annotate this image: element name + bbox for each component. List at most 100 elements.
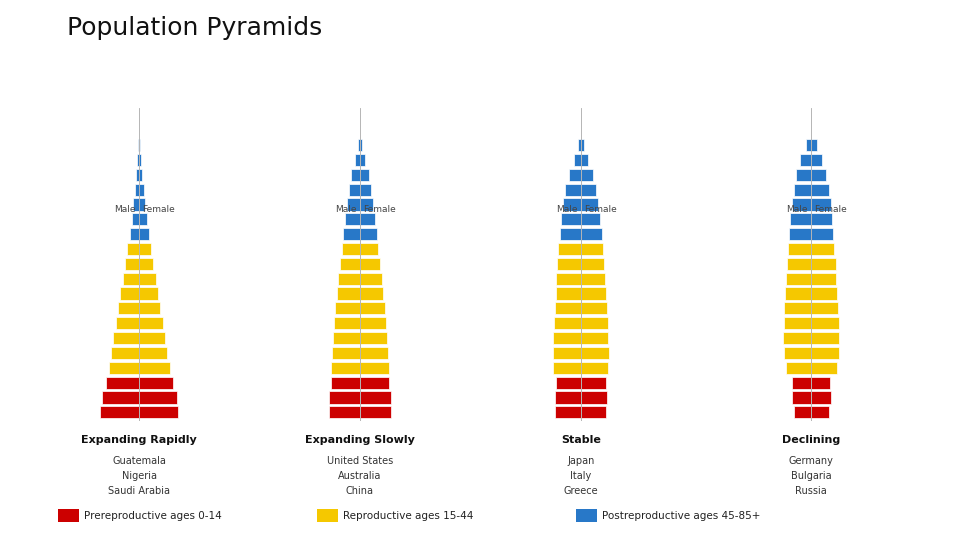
Bar	[553, 347, 581, 359]
Text: Female: Female	[363, 205, 396, 214]
Bar	[360, 198, 373, 211]
Bar	[345, 213, 360, 225]
Bar	[360, 347, 388, 359]
Bar	[785, 287, 811, 300]
Bar	[581, 302, 607, 314]
Bar	[811, 332, 839, 344]
Bar	[338, 273, 360, 285]
Text: Female: Female	[142, 205, 175, 214]
Bar	[564, 198, 581, 211]
Bar	[581, 154, 588, 166]
Bar	[349, 184, 360, 195]
Text: Postreproductive ages 45-85+: Postreproductive ages 45-85+	[602, 511, 760, 521]
Bar	[783, 347, 811, 359]
Bar	[139, 362, 170, 374]
Text: Declining: Declining	[782, 435, 840, 445]
Bar	[581, 213, 600, 225]
Bar	[811, 228, 833, 240]
Bar	[139, 392, 177, 403]
Bar	[581, 287, 606, 300]
Bar	[562, 213, 581, 225]
Bar	[123, 273, 139, 285]
Bar	[560, 228, 581, 240]
Bar	[787, 258, 811, 270]
Bar	[360, 213, 375, 225]
Bar	[360, 154, 366, 166]
Bar	[811, 258, 835, 270]
Bar	[811, 139, 817, 151]
Text: Expanding Slowly: Expanding Slowly	[305, 435, 415, 445]
Bar	[581, 139, 584, 151]
Bar	[328, 406, 360, 418]
Bar	[559, 243, 581, 255]
Bar	[115, 317, 139, 329]
Bar	[811, 376, 830, 389]
Bar	[555, 392, 581, 403]
Bar	[581, 168, 592, 181]
Bar	[811, 184, 828, 195]
Bar	[139, 273, 156, 285]
Text: Expanding Rapidly: Expanding Rapidly	[82, 435, 197, 445]
Bar	[581, 347, 609, 359]
Bar	[360, 406, 392, 418]
Bar	[139, 213, 147, 225]
Bar	[581, 362, 609, 374]
Bar	[335, 302, 360, 314]
Bar	[801, 154, 811, 166]
Bar	[102, 392, 139, 403]
Bar	[360, 258, 380, 270]
Bar	[811, 154, 822, 166]
Text: Germany
Bulgaria
Russia: Germany Bulgaria Russia	[789, 456, 833, 496]
Bar	[811, 347, 839, 359]
Bar	[784, 302, 811, 314]
Bar	[792, 198, 811, 211]
Bar	[139, 243, 151, 255]
Bar	[130, 228, 139, 240]
Bar	[581, 376, 606, 389]
Bar	[783, 317, 811, 329]
Bar	[792, 376, 811, 389]
Bar	[805, 139, 811, 151]
Bar	[337, 287, 360, 300]
Bar	[581, 406, 607, 418]
Bar	[134, 184, 139, 195]
Bar	[581, 332, 609, 344]
Bar	[789, 228, 811, 240]
Bar	[332, 332, 360, 344]
Bar	[128, 243, 139, 255]
Bar	[796, 168, 811, 181]
Bar	[794, 184, 811, 195]
Bar	[139, 406, 179, 418]
Bar	[139, 287, 158, 300]
Bar	[331, 362, 360, 374]
Bar	[347, 198, 360, 211]
Bar	[139, 168, 142, 181]
Bar	[811, 243, 834, 255]
Bar	[554, 317, 581, 329]
Bar	[811, 406, 828, 418]
Bar	[360, 273, 382, 285]
Bar	[118, 302, 139, 314]
Bar	[557, 273, 581, 285]
Bar	[569, 168, 581, 181]
Text: Population Pyramids: Population Pyramids	[67, 16, 323, 40]
Bar	[783, 332, 811, 344]
Bar	[811, 198, 830, 211]
Bar	[811, 317, 839, 329]
Bar	[360, 392, 391, 403]
Bar	[785, 362, 811, 374]
Bar	[111, 347, 139, 359]
Bar	[553, 332, 581, 344]
Bar	[329, 392, 360, 403]
Bar	[139, 228, 149, 240]
Text: Male: Male	[786, 205, 808, 214]
Text: Stable: Stable	[561, 435, 601, 445]
Text: United States
Australia
China: United States Australia China	[326, 456, 394, 496]
Bar	[332, 347, 360, 359]
Bar	[139, 258, 154, 270]
Bar	[786, 273, 811, 285]
Bar	[360, 228, 377, 240]
Bar	[360, 317, 386, 329]
Bar	[100, 406, 139, 418]
Bar	[360, 376, 390, 389]
